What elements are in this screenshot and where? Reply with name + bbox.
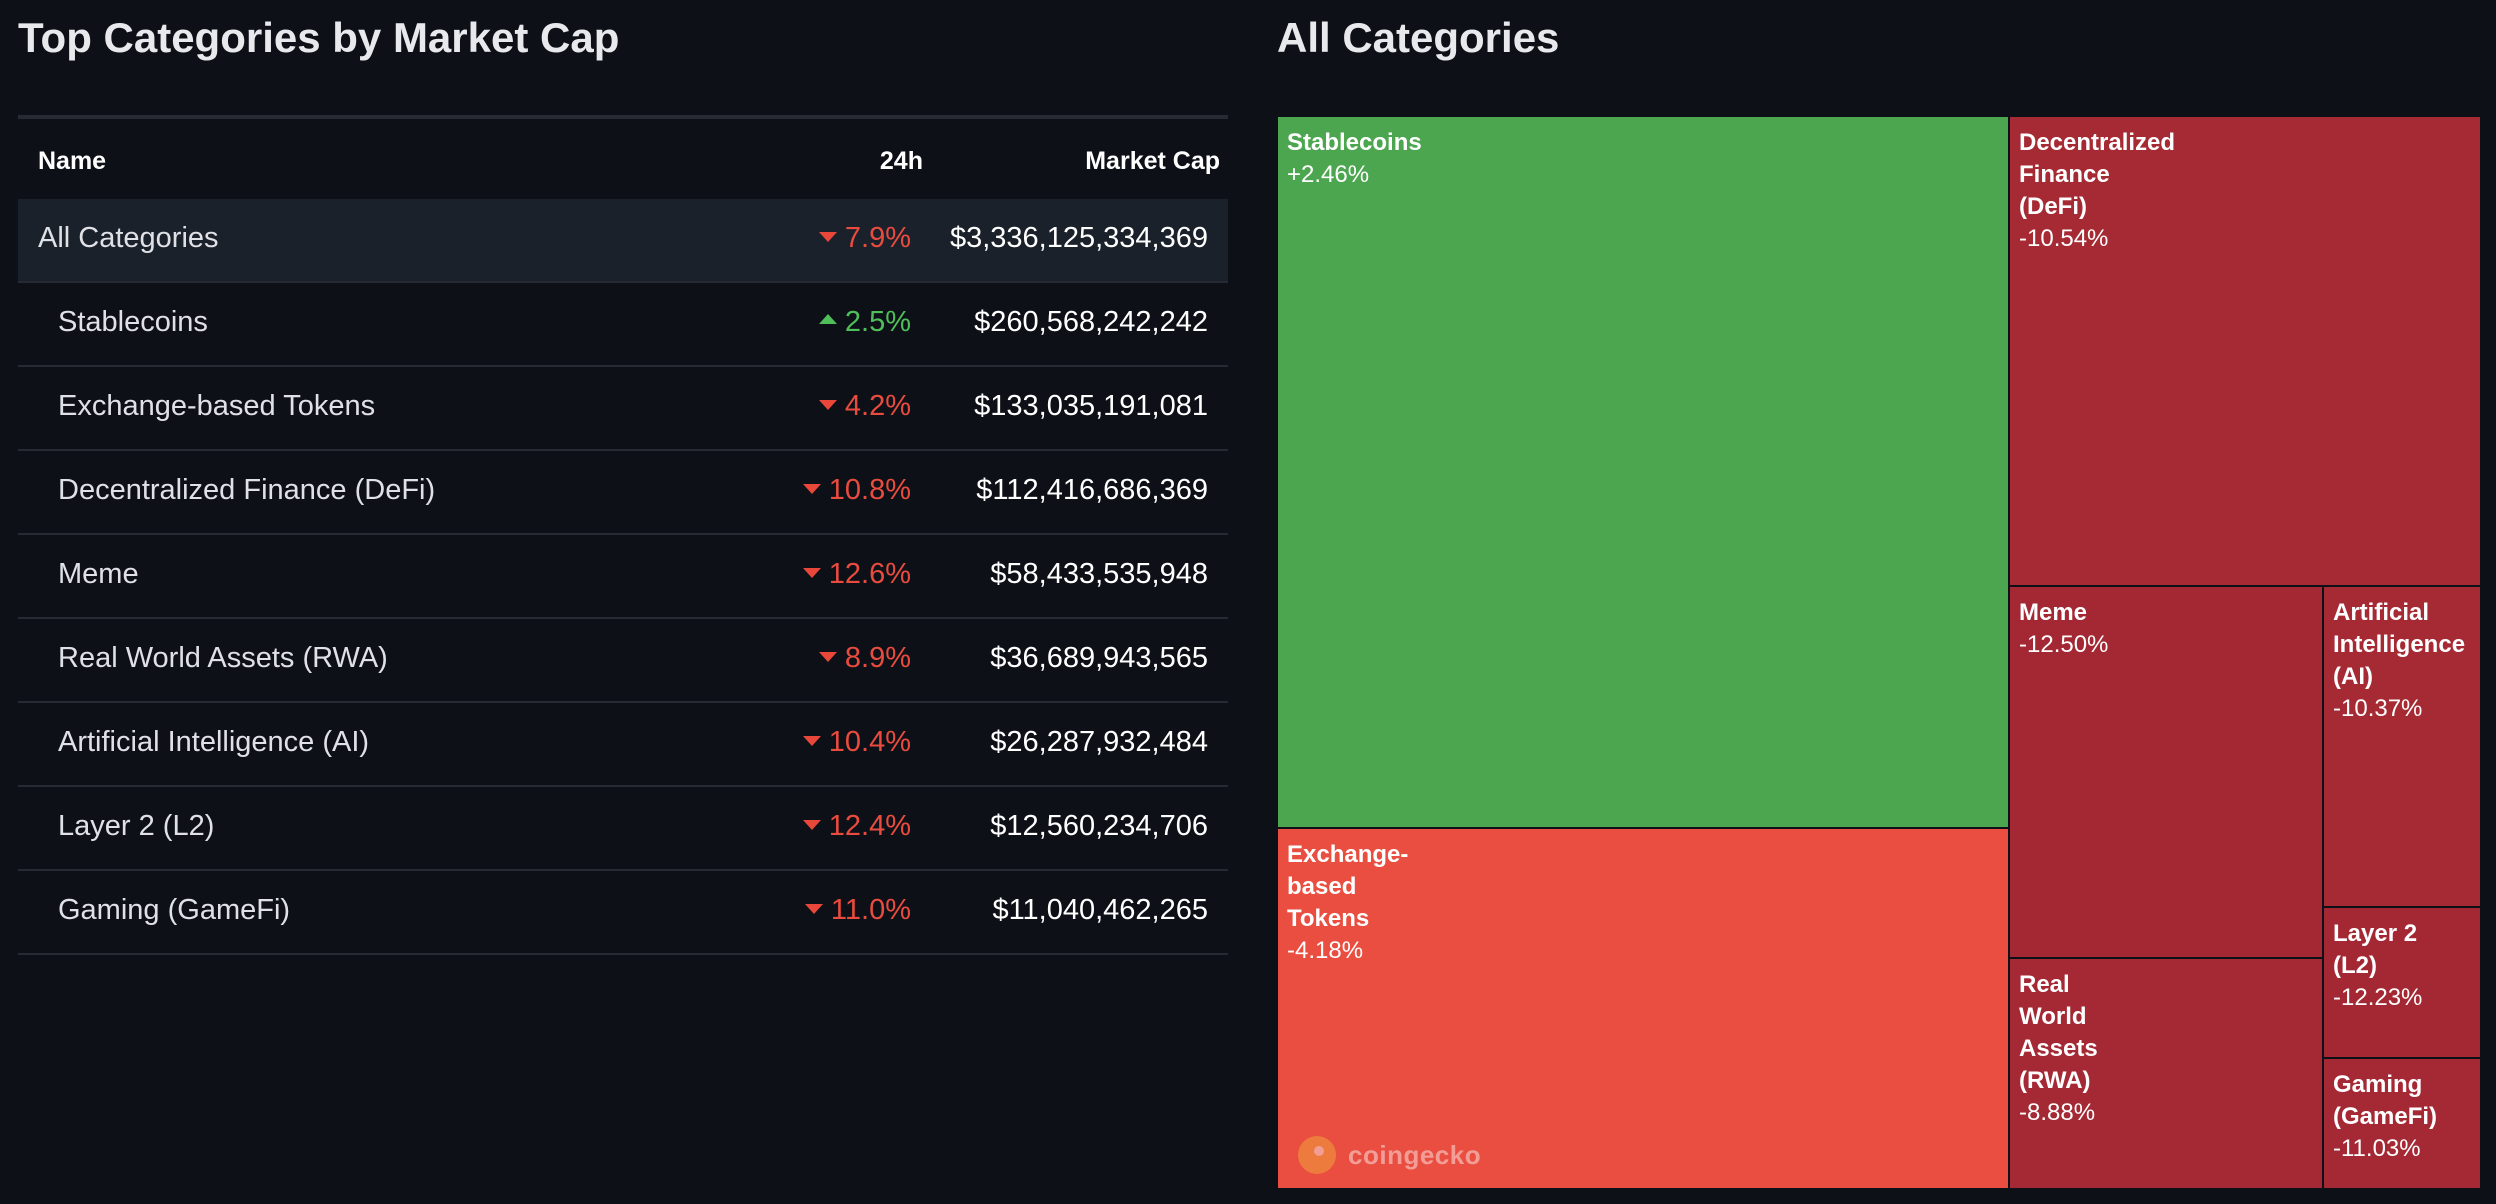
table-row[interactable]: Decentralized Finance (DeFi) 10.8% $112,… bbox=[18, 451, 1228, 535]
treemap-tile-stablecoins[interactable]: Stablecoins +2.46% bbox=[1276, 115, 2010, 829]
row-change: 12.6% bbox=[802, 558, 911, 591]
header-market-cap[interactable]: Market Cap bbox=[1085, 147, 1220, 175]
row-market-cap: $3,336,125,334,369 bbox=[949, 222, 1208, 254]
row-name[interactable]: Artificial Intelligence (AI) bbox=[58, 726, 370, 758]
tile-name: Decentralized Finance (DeFi) bbox=[2019, 129, 2176, 220]
right-panel-title: All Categories bbox=[1277, 14, 1560, 61]
header-24h[interactable]: 24h bbox=[879, 147, 923, 175]
caret-down-icon bbox=[818, 232, 837, 243]
table-row[interactable]: Layer 2 (L2) 12.4% $12,560,234,706 bbox=[18, 787, 1228, 871]
caret-down-icon bbox=[804, 904, 823, 915]
row-change: 2.5% bbox=[818, 306, 911, 339]
row-change: 8.9% bbox=[818, 642, 911, 675]
row-market-cap: $26,287,932,484 bbox=[990, 726, 1208, 758]
coingecko-logo-icon bbox=[1298, 1136, 1336, 1174]
caret-down-icon bbox=[802, 820, 821, 831]
left-panel-title: Top Categories by Market Cap bbox=[18, 14, 620, 61]
tile-percent: -8.88% bbox=[2019, 1099, 2096, 1126]
categories-table: Name 24h Market Cap All Categories 7.9% … bbox=[18, 115, 1228, 955]
row-name[interactable]: Stablecoins bbox=[58, 306, 208, 338]
table-row[interactable]: Artificial Intelligence (AI) 10.4% $26,2… bbox=[18, 703, 1228, 787]
coingecko-watermark: coingecko bbox=[1298, 1136, 1481, 1174]
row-change: 10.8% bbox=[802, 474, 911, 507]
tile-percent: -12.23% bbox=[2333, 984, 2423, 1011]
row-name[interactable]: Meme bbox=[58, 558, 139, 590]
table-row[interactable]: Gaming (GameFi) 11.0% $11,040,462,265 bbox=[18, 871, 1228, 955]
tile-name: Exchange-based Tokens bbox=[1287, 841, 1409, 932]
treemap-tile-defi[interactable]: Decentralized Finance (DeFi) -10.54% bbox=[2008, 115, 2482, 587]
table-row[interactable]: Real World Assets (RWA) 8.9% $36,689,943… bbox=[18, 619, 1228, 703]
table-row[interactable]: Stablecoins 2.5% $260,568,242,242 bbox=[18, 283, 1228, 367]
treemap-tile-exchange-based-tokens[interactable]: Exchange-based Tokens -4.18% coingecko bbox=[1276, 827, 2010, 1190]
table-header: Name 24h Market Cap bbox=[18, 119, 1228, 199]
row-name[interactable]: Exchange-based Tokens bbox=[58, 390, 376, 422]
row-market-cap: $11,040,462,265 bbox=[992, 894, 1208, 926]
tile-name: Real World Assets (RWA) bbox=[2019, 971, 2098, 1094]
caret-down-icon bbox=[818, 400, 837, 411]
treemap-tile-layer2[interactable]: Layer 2 (L2) -12.23% bbox=[2322, 906, 2482, 1059]
tile-percent: +2.46% bbox=[1287, 161, 1370, 188]
tile-percent: -4.18% bbox=[1287, 937, 1364, 964]
tile-percent: -11.03% bbox=[2333, 1135, 2421, 1162]
row-change: 10.4% bbox=[802, 726, 911, 759]
row-market-cap: $58,433,535,948 bbox=[990, 558, 1208, 590]
caret-down-icon bbox=[802, 484, 821, 495]
table-row-all-categories[interactable]: All Categories 7.9% $3,336,125,334,369 bbox=[18, 199, 1228, 283]
row-market-cap: $36,689,943,565 bbox=[990, 642, 1208, 674]
caret-down-icon bbox=[802, 736, 821, 747]
row-name[interactable]: All Categories bbox=[38, 222, 219, 254]
table-row[interactable]: Exchange-based Tokens 4.2% $133,035,191,… bbox=[18, 367, 1228, 451]
row-change: 4.2% bbox=[818, 390, 911, 423]
row-name[interactable]: Gaming (GameFi) bbox=[58, 894, 291, 926]
treemap-tile-gaming[interactable]: Gaming (GameFi) -11.03% bbox=[2322, 1057, 2482, 1190]
row-market-cap: $12,560,234,706 bbox=[990, 810, 1208, 842]
tile-name: Meme bbox=[2019, 599, 2088, 626]
treemap-tile-rwa[interactable]: Real World Assets (RWA) -8.88% bbox=[2008, 957, 2324, 1190]
treemap-tile-meme[interactable]: Meme -12.50% bbox=[2008, 585, 2324, 959]
tile-percent: -10.37% bbox=[2333, 695, 2423, 722]
tile-name: Layer 2 (L2) bbox=[2333, 920, 2418, 979]
row-change: 12.4% bbox=[802, 810, 911, 843]
header-name[interactable]: Name bbox=[38, 147, 107, 175]
row-name[interactable]: Decentralized Finance (DeFi) bbox=[58, 474, 436, 506]
row-name[interactable]: Layer 2 (L2) bbox=[58, 810, 215, 842]
treemap-tile-ai[interactable]: Artificial Intelligence (AI) -10.37% bbox=[2322, 585, 2482, 908]
row-market-cap: $260,568,242,242 bbox=[974, 306, 1208, 338]
tile-name: Artificial Intelligence (AI) bbox=[2333, 599, 2466, 690]
tile-percent: -12.50% bbox=[2019, 631, 2109, 658]
tile-name: Stablecoins bbox=[1287, 129, 1422, 156]
tile-percent: -10.54% bbox=[2019, 225, 2109, 252]
row-name[interactable]: Real World Assets (RWA) bbox=[58, 642, 388, 674]
row-change: 11.0% bbox=[804, 894, 911, 927]
caret-up-icon bbox=[818, 314, 837, 325]
caret-down-icon bbox=[802, 568, 821, 579]
table-row[interactable]: Meme 12.6% $58,433,535,948 bbox=[18, 535, 1228, 619]
categories-treemap: Stablecoins +2.46% Exchange-based Tokens … bbox=[1276, 115, 2482, 1190]
row-change: 7.9% bbox=[818, 222, 911, 255]
row-market-cap: $133,035,191,081 bbox=[974, 390, 1208, 422]
row-market-cap: $112,416,686,369 bbox=[976, 474, 1208, 506]
caret-down-icon bbox=[818, 652, 837, 663]
watermark-text: coingecko bbox=[1348, 1139, 1482, 1170]
tile-name: Gaming (GameFi) bbox=[2333, 1071, 2438, 1130]
